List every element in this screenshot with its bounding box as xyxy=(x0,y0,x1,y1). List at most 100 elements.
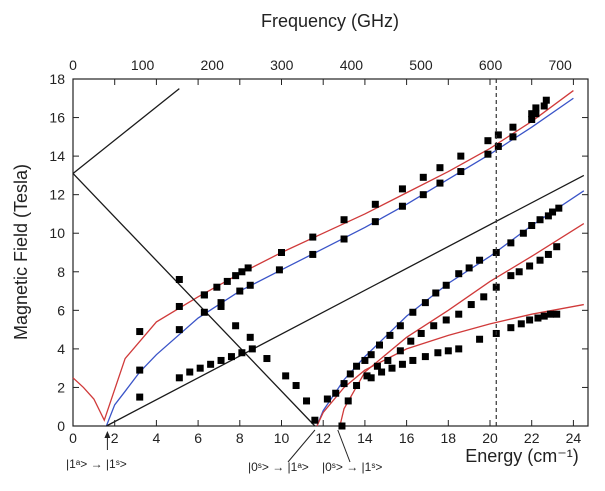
data-point xyxy=(455,270,463,278)
transition-label: |0ˢ> → |1ˢ> xyxy=(322,460,382,474)
data-point xyxy=(442,316,450,324)
y-tick-label: 2 xyxy=(57,379,65,395)
data-point xyxy=(309,250,317,258)
data-point xyxy=(388,364,396,372)
data-point xyxy=(246,281,254,289)
data-point xyxy=(340,235,348,243)
data-point xyxy=(248,345,256,353)
data-point xyxy=(175,326,183,334)
data-point xyxy=(217,302,225,310)
data-point xyxy=(332,389,340,397)
data-point xyxy=(232,322,240,330)
y-tick-label: 16 xyxy=(49,110,65,126)
data-point xyxy=(409,308,417,316)
data-point xyxy=(528,115,536,123)
data-point xyxy=(282,372,290,380)
x2-tick-label: 300 xyxy=(270,57,294,73)
data-point xyxy=(136,393,144,401)
data-point xyxy=(436,179,444,187)
y-tick-label: 12 xyxy=(49,187,65,203)
data-point xyxy=(353,382,361,390)
data-point xyxy=(275,266,283,274)
data-point xyxy=(419,191,427,199)
x-tick-label: 2 xyxy=(111,430,119,446)
data-point xyxy=(476,335,484,343)
x-tick-label: 18 xyxy=(441,430,457,446)
data-point xyxy=(223,277,231,285)
data-point xyxy=(555,204,563,212)
data-point xyxy=(536,216,544,224)
data-point xyxy=(361,356,369,364)
y-axis-title: Magnetic Field (Tesla) xyxy=(11,164,31,340)
data-point xyxy=(367,374,375,382)
annotation-arrow xyxy=(287,429,316,463)
data-point xyxy=(303,397,311,405)
data-point xyxy=(200,291,208,299)
y-tick-label: 4 xyxy=(57,341,65,357)
x2-tick-label: 700 xyxy=(548,57,572,73)
data-point xyxy=(340,380,348,388)
data-point xyxy=(480,293,488,301)
data-point xyxy=(434,349,442,357)
data-point xyxy=(419,173,427,181)
data-point xyxy=(509,133,517,141)
fit-curve-11 xyxy=(72,88,180,174)
data-point xyxy=(246,333,254,341)
data-point xyxy=(396,322,404,330)
transition-label: |0ˢ> → |1ᵃ> xyxy=(248,460,309,474)
x-tick-label: 10 xyxy=(274,430,290,446)
data-point xyxy=(398,202,406,210)
fit-curve-10 xyxy=(72,173,316,427)
x-tick-label: 22 xyxy=(524,430,540,446)
data-point xyxy=(421,299,429,307)
data-point xyxy=(430,322,438,330)
data-point xyxy=(196,364,204,372)
data-point xyxy=(217,356,225,364)
data-point xyxy=(292,382,300,390)
transition-label: |1ᵃ> → |1ˢ> xyxy=(66,457,127,471)
data-point xyxy=(236,287,244,295)
fit-curve-9 xyxy=(106,174,585,427)
x2-tick-label: 200 xyxy=(201,57,225,73)
data-point xyxy=(200,308,208,316)
data-point xyxy=(409,356,417,364)
data-point xyxy=(263,355,271,363)
data-point xyxy=(340,216,348,224)
data-point xyxy=(442,281,450,289)
data-point xyxy=(540,102,548,110)
points-group xyxy=(136,96,563,430)
x-tick-label: 4 xyxy=(153,430,161,446)
data-point xyxy=(175,275,183,283)
data-point xyxy=(311,416,319,424)
y-tick-label: 14 xyxy=(49,148,65,164)
data-point xyxy=(457,152,465,160)
fit-curve-13 xyxy=(316,303,584,427)
data-point xyxy=(175,374,183,382)
data-point xyxy=(278,249,286,256)
data-point xyxy=(507,272,515,280)
data-point xyxy=(534,314,542,322)
data-point xyxy=(509,123,517,131)
curves-group xyxy=(72,88,585,427)
x-axis-title: Energy (cm⁻¹) xyxy=(465,446,579,466)
data-point xyxy=(436,164,444,172)
data-point xyxy=(136,366,144,374)
data-point xyxy=(465,264,473,272)
data-point xyxy=(375,341,383,349)
data-point xyxy=(455,345,463,353)
data-point xyxy=(519,229,527,237)
data-point xyxy=(238,268,246,276)
data-point xyxy=(546,310,554,318)
x-tick-label: 0 xyxy=(69,430,77,446)
data-point xyxy=(432,289,440,297)
data-point xyxy=(528,110,536,118)
x-tick-label: 16 xyxy=(399,430,415,446)
data-point xyxy=(244,264,252,272)
data-point xyxy=(396,347,404,355)
data-point xyxy=(526,262,534,270)
data-point xyxy=(398,185,406,193)
data-point xyxy=(238,349,246,357)
plot-frame xyxy=(72,78,589,427)
